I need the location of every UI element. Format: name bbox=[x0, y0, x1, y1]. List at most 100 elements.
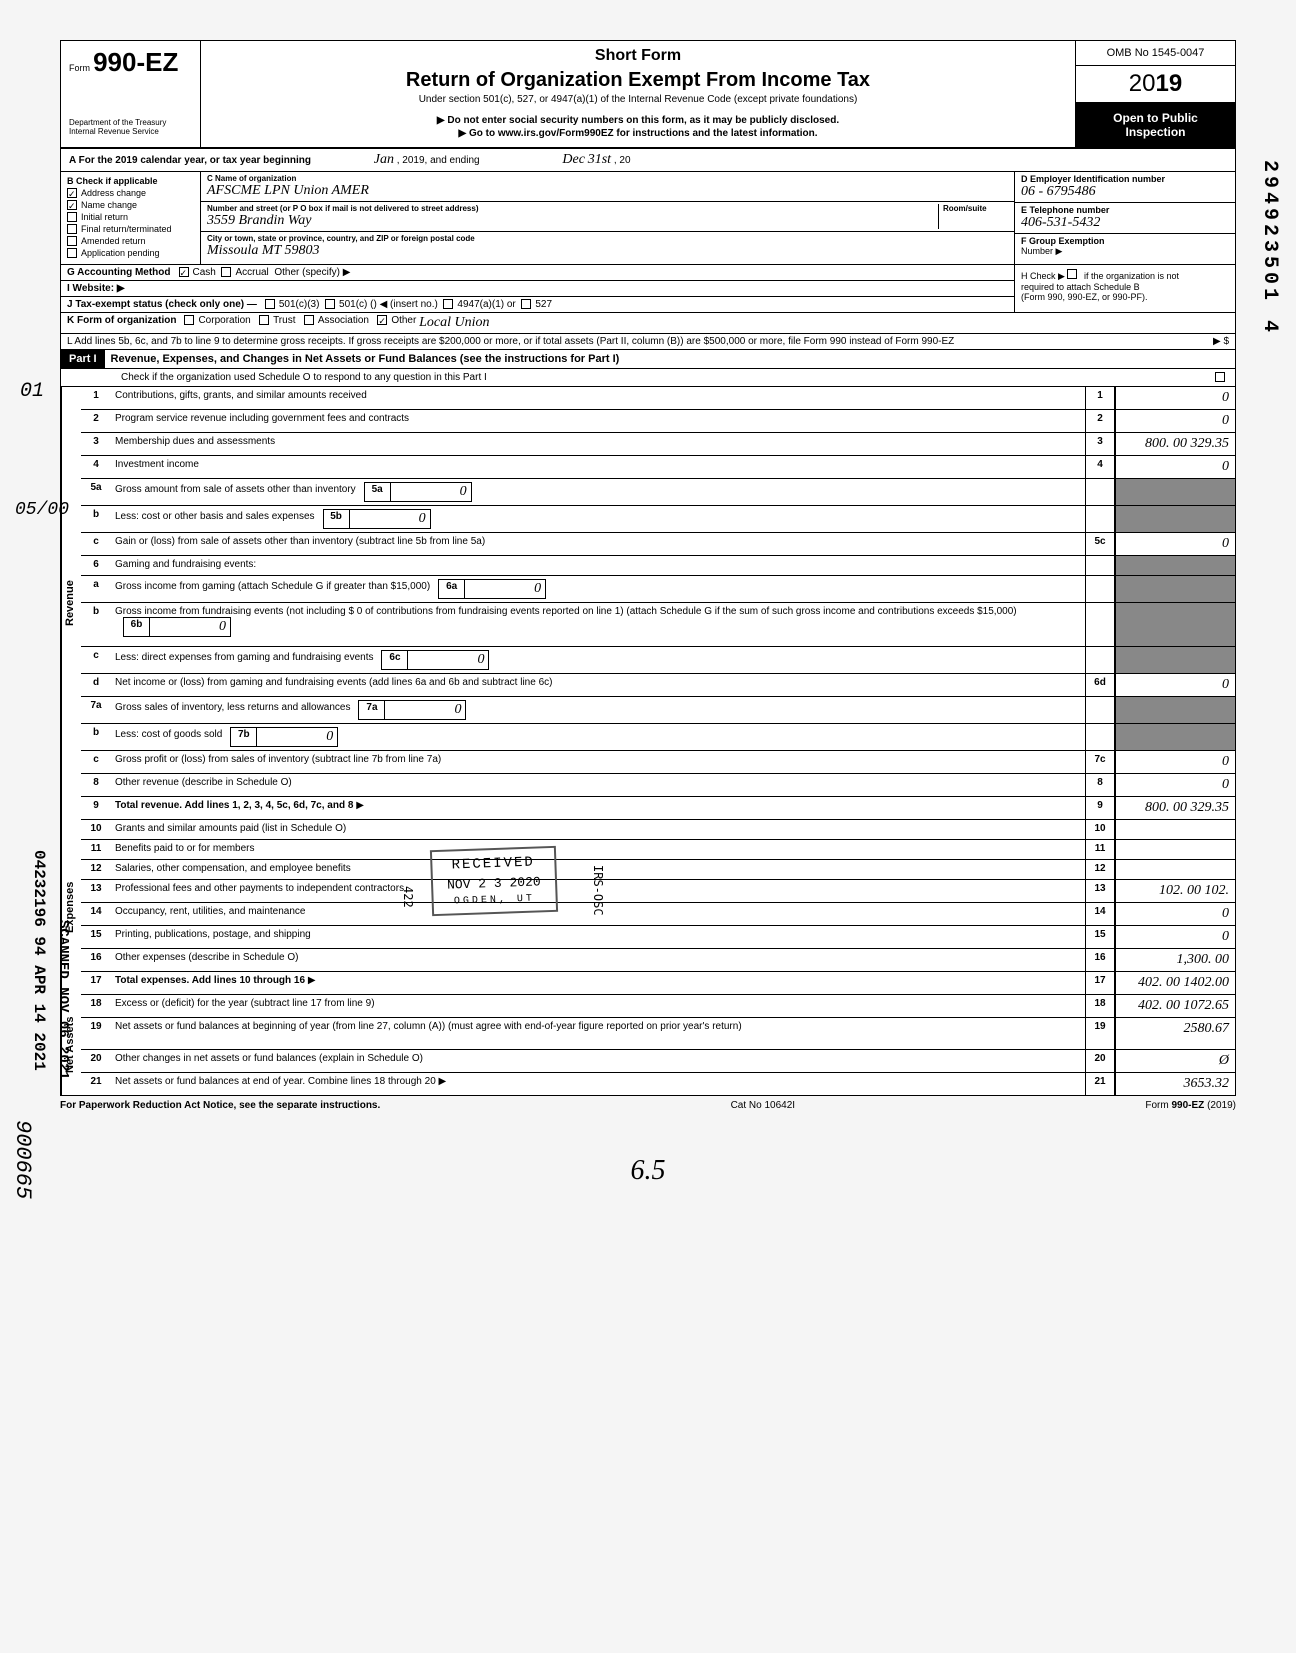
inspection-box: Open to Public Inspection bbox=[1076, 103, 1235, 147]
city-label: City or town, state or province, country… bbox=[207, 234, 1008, 243]
street-row: Number and street (or P O box if mail is… bbox=[201, 202, 1014, 232]
check-corp[interactable] bbox=[184, 315, 194, 325]
h-text3: required to attach Schedule B bbox=[1021, 282, 1140, 292]
group-label: F Group Exemption bbox=[1021, 236, 1229, 246]
tel-row: E Telephone number 406-531-5432 bbox=[1015, 203, 1235, 234]
check-501c3[interactable] bbox=[265, 299, 275, 309]
part1-title: Revenue, Expenses, and Changes in Net As… bbox=[105, 350, 1235, 368]
check-4947[interactable] bbox=[443, 299, 453, 309]
section-a-end: , 20 bbox=[614, 155, 631, 166]
check-pending[interactable]: Application pending bbox=[67, 248, 194, 258]
footer-left: For Paperwork Reduction Act Notice, see … bbox=[60, 1100, 380, 1111]
line-18: 18Excess or (deficit) for the year (subt… bbox=[81, 995, 1235, 1018]
check-accrual[interactable] bbox=[221, 267, 231, 277]
margin-note-left-stamp: 04232196 94 APR 14 2021 bbox=[30, 850, 48, 1071]
short-form-label: Short Form bbox=[211, 47, 1065, 65]
cash-label: Cash bbox=[193, 267, 216, 278]
form-prefix: Form bbox=[69, 63, 90, 73]
line-1: 1Contributions, gifts, grants, and simil… bbox=[81, 387, 1235, 410]
j-label: J Tax-exempt status (check only one) — bbox=[67, 299, 257, 310]
check-cash[interactable] bbox=[179, 267, 189, 277]
check-trust[interactable] bbox=[259, 315, 269, 325]
section-i: I Website: ▶ bbox=[61, 281, 1014, 297]
check-initial-label: Initial return bbox=[81, 212, 128, 222]
inspection: Inspection bbox=[1084, 125, 1227, 139]
dept-treasury: Department of the Treasury bbox=[69, 118, 192, 127]
stamp-received: RECEIVED bbox=[446, 854, 540, 873]
k-other: Other bbox=[391, 315, 416, 331]
section-a: A For the 2019 calendar year, or tax yea… bbox=[61, 149, 1235, 172]
check-527[interactable] bbox=[521, 299, 531, 309]
line-6: 6Gaming and fundraising events: bbox=[81, 556, 1235, 576]
line-15: 15Printing, publications, postage, and s… bbox=[81, 926, 1235, 949]
omb-cell: OMB No 1545-0047 2019 Open to Public Ins… bbox=[1075, 41, 1235, 147]
line-6b: bGross income from fundraising events (n… bbox=[81, 603, 1235, 647]
line-7b: bLess: cost of goods sold7b0 bbox=[81, 724, 1235, 751]
part1-badge: Part I bbox=[61, 350, 105, 368]
section-a-mid: , 2019, and ending bbox=[397, 155, 480, 166]
part1-checkbox[interactable] bbox=[1215, 372, 1225, 382]
side-expenses: Expenses bbox=[61, 820, 81, 995]
hw-bottom-65: 6.5 bbox=[60, 1155, 1236, 1187]
check-assoc[interactable] bbox=[304, 315, 314, 325]
part1-check-row: Check if the organization used Schedule … bbox=[61, 369, 1235, 387]
side-netassets: Net Assets bbox=[61, 995, 81, 1095]
check-address[interactable]: Address change bbox=[67, 188, 194, 198]
stamp-loc: OGDEN, UT bbox=[448, 893, 542, 907]
check-name[interactable]: Name change bbox=[67, 200, 194, 210]
h-text2: if the organization is not bbox=[1084, 271, 1179, 281]
section-h: H Check ▶ if the organization is not req… bbox=[1015, 265, 1235, 313]
check-address-label: Address change bbox=[81, 188, 146, 198]
k-label: K Form of organization bbox=[67, 315, 176, 331]
year-suffix: 19 bbox=[1156, 70, 1183, 97]
footer: For Paperwork Reduction Act Notice, see … bbox=[60, 1096, 1236, 1115]
check-501c[interactable] bbox=[325, 299, 335, 309]
section-a-label: A For the 2019 calendar year, or tax yea… bbox=[69, 155, 311, 166]
k-assoc: Association bbox=[318, 315, 369, 331]
margin-note-bottom: 900665 bbox=[10, 1120, 35, 1199]
line-14: 14Occupancy, rent, utilities, and mainte… bbox=[81, 903, 1235, 926]
part1-header-row: Part I Revenue, Expenses, and Changes in… bbox=[61, 350, 1235, 369]
k-trust: Trust bbox=[273, 315, 295, 331]
stamp-irs-osc: IRS-OSC bbox=[591, 865, 605, 916]
col-b-header: B Check if applicable bbox=[67, 176, 194, 186]
check-initial[interactable]: Initial return bbox=[67, 212, 194, 222]
footer-mid: Cat No 10642I bbox=[731, 1100, 796, 1111]
city-row: City or town, state or province, country… bbox=[201, 232, 1014, 261]
bcd-row: B Check if applicable Address change Nam… bbox=[61, 172, 1235, 265]
form-number-cell: Form 990-EZ Department of the Treasury I… bbox=[61, 41, 201, 147]
hw-begin: Jan bbox=[374, 152, 394, 167]
line-21: 21Net assets or fund balances at end of … bbox=[81, 1073, 1235, 1095]
check-final[interactable]: Final return/terminated bbox=[67, 224, 194, 234]
h-text4: (Form 990, 990-EZ, or 990-PF). bbox=[1021, 292, 1148, 302]
received-stamp: RECEIVED NOV 2 3 2020 OGDEN, UT bbox=[431, 848, 557, 914]
check-amended[interactable]: Amended return bbox=[67, 236, 194, 246]
check-amended-label: Amended return bbox=[81, 236, 146, 246]
check-name-label: Name change bbox=[81, 200, 137, 210]
line-10: 10Grants and similar amounts paid (list … bbox=[81, 820, 1235, 840]
line-5c: cGain or (loss) from sale of assets othe… bbox=[81, 533, 1235, 556]
org-name-row: C Name of organization AFSCME LPN Union … bbox=[201, 172, 1014, 202]
section-k: K Form of organization Corporation Trust… bbox=[61, 313, 1235, 334]
stamp-date: NOV 2 3 2020 bbox=[447, 874, 541, 892]
j-opt3: 4947(a)(1) or bbox=[457, 299, 515, 310]
org-name: AFSCME LPN Union AMER bbox=[207, 183, 1008, 199]
line-20: 20Other changes in net assets or fund ba… bbox=[81, 1050, 1235, 1073]
line-17: 17Total expenses. Add lines 10 through 1… bbox=[81, 972, 1235, 995]
check-h[interactable] bbox=[1067, 269, 1077, 279]
check-other[interactable] bbox=[377, 315, 387, 325]
revenue-block: Revenue 1Contributions, gifts, grants, a… bbox=[61, 387, 1235, 820]
tax-year: 2019 bbox=[1076, 66, 1235, 103]
open-public: Open to Public bbox=[1084, 111, 1227, 125]
line-6d: dNet income or (loss) from gaming and fu… bbox=[81, 674, 1235, 697]
line-4: 4Investment income40 bbox=[81, 456, 1235, 479]
org-name-label: C Name of organization bbox=[207, 174, 1008, 183]
warning-url: ▶ Go to www.irs.gov/Form990EZ for instru… bbox=[211, 128, 1065, 139]
irs-label: Internal Revenue Service bbox=[69, 127, 192, 136]
h-text1: H Check ▶ bbox=[1021, 271, 1065, 281]
col-d: D Employer Identification number 06 - 67… bbox=[1015, 172, 1235, 264]
check-final-label: Final return/terminated bbox=[81, 224, 172, 234]
line-2: 2Program service revenue including gover… bbox=[81, 410, 1235, 433]
l-arrow: ▶ $ bbox=[1213, 336, 1229, 347]
k-corp: Corporation bbox=[198, 315, 250, 331]
